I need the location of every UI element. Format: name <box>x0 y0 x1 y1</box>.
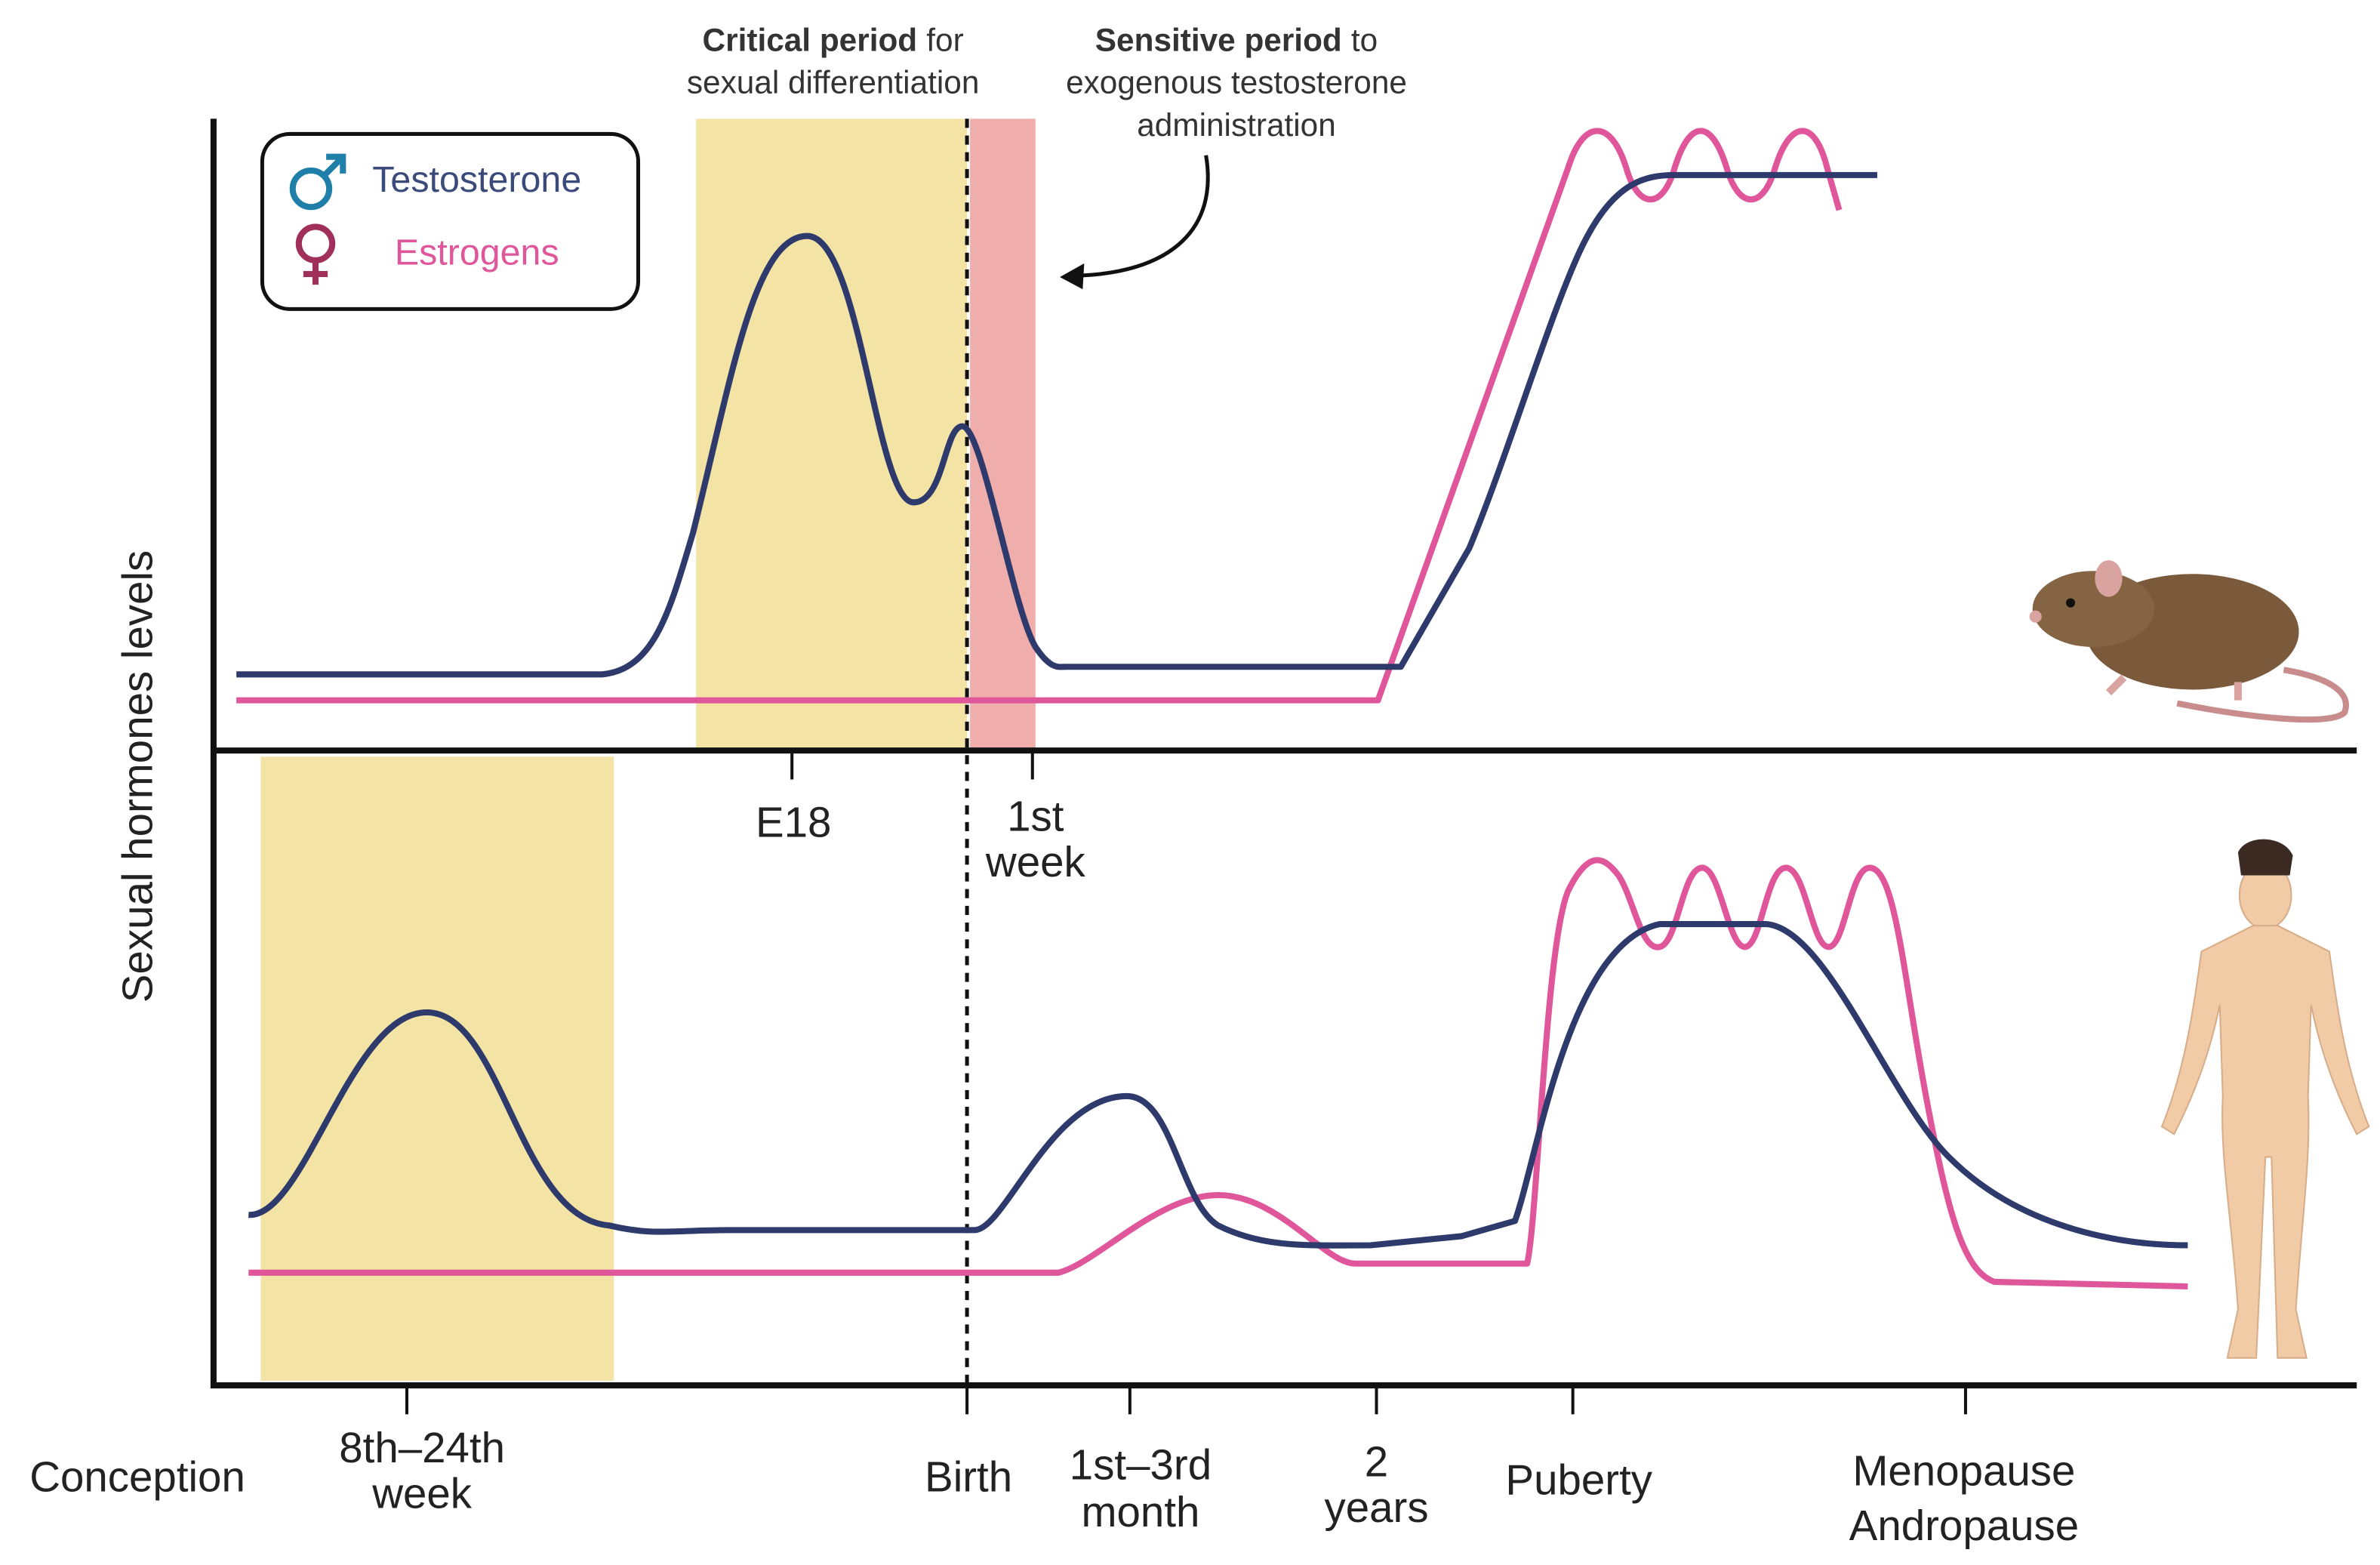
tick-label: Menopause <box>1852 1446 2075 1494</box>
annotation: exogenous testosterone <box>1066 64 1407 100</box>
tick-label: Puberty <box>1505 1456 1652 1504</box>
human-critical-band <box>260 756 614 1381</box>
legend-box <box>260 131 641 311</box>
tick-label: month <box>1082 1488 1200 1536</box>
annotation-text: for <box>926 22 963 57</box>
annotation: Critical period for <box>703 22 964 57</box>
annotation: sexual differentiation <box>687 64 979 100</box>
annotation: administration <box>1137 107 1336 143</box>
human-icon <box>2160 839 2370 1359</box>
critical-period-band <box>696 119 968 750</box>
annotation-arrow <box>1081 155 1210 278</box>
mouse-icon <box>2029 560 2349 723</box>
arrow-head <box>1060 263 1085 290</box>
mouse-estrogen-curve <box>236 128 1843 704</box>
human-estrogen-curve <box>248 857 2188 1290</box>
tick-label: week <box>371 1470 473 1517</box>
mouse-testosterone-curve <box>236 171 1877 678</box>
axes <box>210 119 2357 1389</box>
tick-label: years <box>1325 1483 1429 1531</box>
female-symbol <box>295 223 336 285</box>
tick-label: Andropause <box>1849 1502 2079 1549</box>
annotation-bold: Critical period <box>703 22 918 57</box>
annotation-text: to <box>1351 22 1378 57</box>
tick-label: Birth <box>925 1453 1012 1501</box>
annotation-bold: Sensitive period <box>1095 22 1342 57</box>
tick-label: 8th–24th <box>339 1424 505 1471</box>
legend-label: Testosterone <box>372 159 581 200</box>
annotation: Sensitive period to <box>1095 22 1378 57</box>
tick-label: 2 <box>1365 1437 1388 1485</box>
tick-label: Conception <box>29 1453 245 1501</box>
tick-marks <box>405 752 1967 1415</box>
tick-label: E18 <box>756 798 831 846</box>
sensitive-period-band <box>970 119 1036 750</box>
human-testosterone-curve <box>248 921 2188 1249</box>
legend-label: Estrogens <box>395 233 559 273</box>
y-axis-label: Sexual hormones levels <box>114 550 162 1003</box>
tick-label: week <box>985 838 1086 886</box>
male-symbol <box>289 153 346 211</box>
tick-label: 1st <box>1007 792 1064 839</box>
tick-label: 1st–3rd <box>1070 1440 1212 1488</box>
